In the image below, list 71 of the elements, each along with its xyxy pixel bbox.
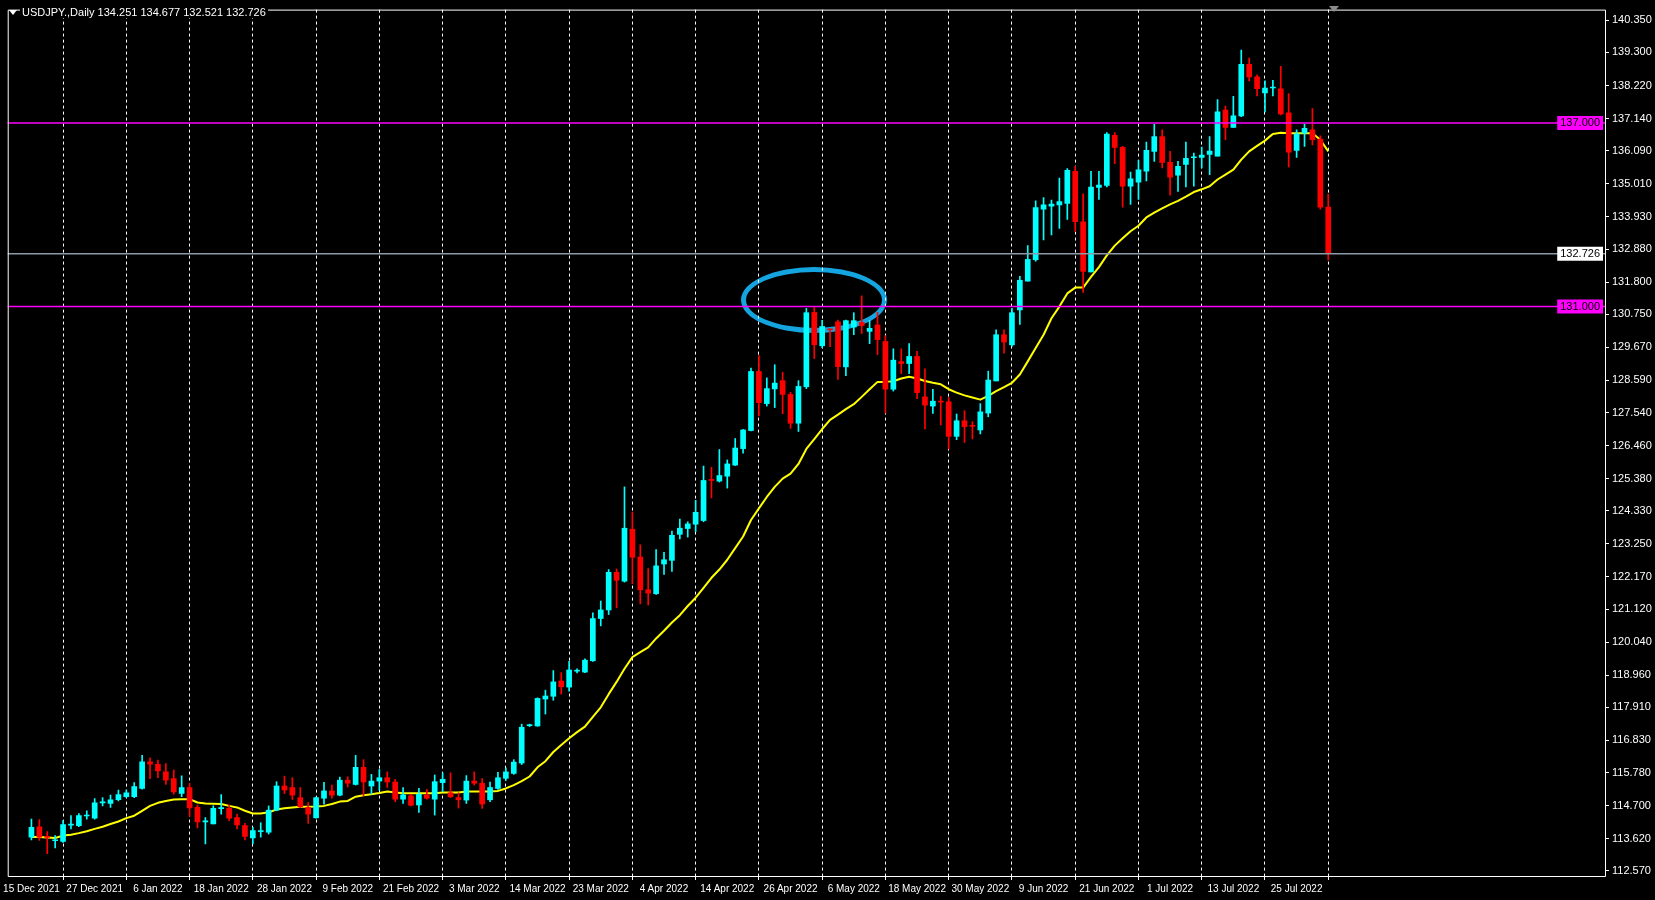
- y-tick-label: 122.170: [1612, 569, 1652, 582]
- x-tick-label: 13 Jul 2022: [1207, 882, 1260, 894]
- x-tick-label: 21 Feb 2022: [382, 882, 440, 894]
- candlestick: [771, 364, 778, 408]
- y-tick-label: 127.540: [1612, 405, 1652, 418]
- x-tick-label: 1 Jul 2022: [1147, 882, 1194, 894]
- y-tick-label: 130.750: [1612, 307, 1652, 320]
- y-tick-label: 116.830: [1612, 733, 1651, 746]
- candlestick: [898, 348, 905, 374]
- x-tick-label: 25 Jul 2022: [1270, 882, 1323, 894]
- y-tick-label: 121.120: [1612, 602, 1652, 615]
- chart-title: USDJPY.,Daily 134.251 134.677 132.521 132.726: [20, 6, 268, 18]
- y-tick-label: 125.380: [1612, 471, 1652, 484]
- x-tick-label: 9 Feb 2022: [322, 882, 374, 894]
- y-tick-label: 124.330: [1612, 503, 1652, 516]
- x-tick-label: 30 May 2022: [951, 882, 1010, 894]
- x-tick-label: 6 May 2022: [827, 882, 881, 894]
- y-tick-label: 112.570: [1612, 863, 1651, 876]
- x-tick-label: 14 Mar 2022: [509, 882, 567, 894]
- candlestick: [44, 831, 51, 854]
- x-tick-label: 9 Jun 2022: [1018, 882, 1069, 894]
- x-tick-label: 18 Jan 2022: [193, 882, 250, 894]
- candlestick: [1198, 146, 1205, 169]
- candlestick: [906, 343, 912, 374]
- y-tick-label: 137.140: [1612, 111, 1652, 124]
- candlestick: [922, 368, 928, 430]
- candlestick: [1262, 80, 1268, 113]
- candlestick: [661, 552, 667, 575]
- y-tick-label: 123.250: [1612, 536, 1652, 549]
- ref-line-label: 131.000: [1560, 300, 1600, 313]
- y-tick-label: 114.700: [1612, 798, 1651, 811]
- y-tick-label: 129.670: [1612, 340, 1652, 353]
- y-tick-label: 117.910: [1612, 700, 1651, 713]
- x-tick-label: 14 Apr 2022: [700, 882, 755, 894]
- y-tick-label: 136.090: [1612, 143, 1652, 156]
- y-tick-label: 132.880: [1612, 242, 1652, 255]
- x-tick-label: 3 Mar 2022: [448, 882, 500, 894]
- candlestick: [930, 388, 936, 414]
- y-tick-label: 128.590: [1612, 373, 1652, 386]
- ref-line-label: 137.000: [1560, 116, 1600, 129]
- x-tick-label: 28 Jan 2022: [256, 882, 313, 894]
- candlestick: [257, 822, 264, 838]
- x-tick-label: 18 May 2022: [888, 882, 947, 894]
- y-tick-label: 126.460: [1612, 438, 1652, 451]
- y-tick-label: 120.040: [1612, 635, 1652, 648]
- candlestick: [1190, 152, 1197, 187]
- y-tick-label: 140.350: [1612, 13, 1652, 26]
- y-tick-label: 135.010: [1612, 176, 1652, 189]
- candlestick: [68, 815, 74, 830]
- x-tick-label: 26 Apr 2022: [763, 882, 818, 894]
- x-tick-label: 21 Jun 2022: [1079, 882, 1135, 894]
- y-tick-label: 118.960: [1612, 668, 1651, 681]
- x-tick-label: 23 Mar 2022: [572, 882, 630, 894]
- y-tick-label: 139.300: [1612, 45, 1652, 58]
- y-tick-label: 131.800: [1612, 275, 1652, 288]
- candlestick: [218, 794, 225, 815]
- ref-line-label: 132.726: [1560, 247, 1600, 260]
- x-tick-label: 15 Dec 2021: [3, 882, 61, 894]
- y-tick-label: 113.620: [1612, 831, 1651, 844]
- y-tick-label: 115.780: [1612, 765, 1651, 778]
- x-tick-label: 4 Apr 2022: [639, 882, 689, 894]
- y-tick-label: 138.220: [1612, 78, 1652, 91]
- candlestick: [52, 835, 58, 849]
- candlestick: [1096, 170, 1102, 200]
- y-tick-label: 133.930: [1612, 209, 1652, 222]
- x-tick-label: 6 Jan 2022: [133, 882, 184, 894]
- candlestick: [147, 757, 153, 779]
- x-tick-label: 27 Dec 2021: [66, 882, 124, 894]
- candlestick: [645, 568, 652, 606]
- candlestick: [1183, 141, 1189, 188]
- candlestick: [858, 295, 865, 334]
